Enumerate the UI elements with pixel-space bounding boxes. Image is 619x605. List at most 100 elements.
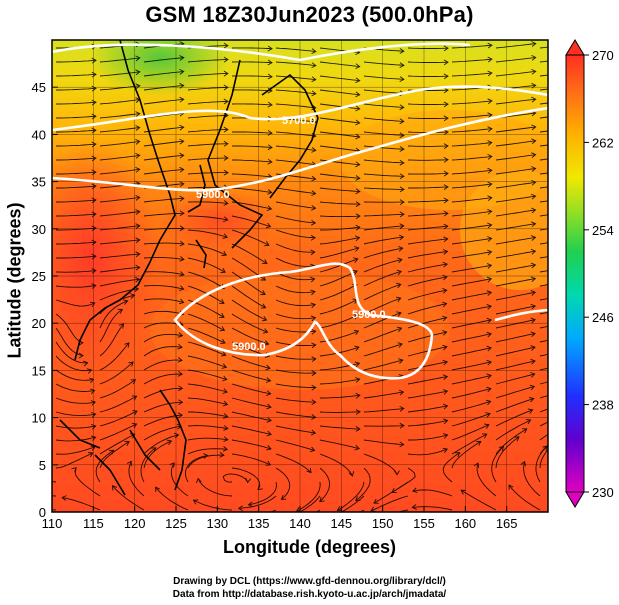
streamline-arrow bbox=[514, 436, 520, 442]
streamline bbox=[55, 369, 94, 381]
x-tick-label: 115 bbox=[83, 516, 104, 531]
streamline bbox=[143, 434, 179, 455]
streamline-arrow bbox=[443, 184, 449, 190]
streamline bbox=[232, 159, 272, 163]
streamline-arrow bbox=[267, 130, 273, 136]
streamline bbox=[363, 359, 403, 371]
streamline-arrow bbox=[487, 181, 493, 188]
streamline bbox=[275, 47, 316, 52]
streamline bbox=[407, 75, 449, 77]
streamline bbox=[407, 172, 449, 175]
streamline bbox=[99, 342, 130, 371]
streamline bbox=[143, 71, 184, 77]
streamline-arrow bbox=[530, 317, 536, 324]
streamline-arrow bbox=[223, 216, 229, 223]
streamline-arrow bbox=[442, 344, 448, 351]
streamline-arrow bbox=[17, 499, 22, 504]
streamline bbox=[99, 127, 140, 133]
streamline-arrow bbox=[310, 289, 316, 296]
streamline-arrow bbox=[399, 104, 405, 111]
streamline-arrow bbox=[399, 441, 405, 448]
streamline-arrow bbox=[222, 400, 229, 407]
streamline-arrow bbox=[354, 235, 361, 242]
streamline-arrow bbox=[267, 101, 273, 108]
streamline bbox=[451, 388, 492, 399]
streamline-arrow bbox=[531, 207, 537, 214]
streamline-arrow bbox=[311, 342, 317, 349]
streamline-arrow bbox=[265, 364, 271, 371]
streamline bbox=[407, 346, 447, 357]
streamline bbox=[451, 347, 492, 357]
streamline-arrow bbox=[221, 351, 227, 357]
streamline bbox=[99, 379, 136, 399]
streamline bbox=[222, 473, 249, 483]
streamline bbox=[143, 169, 184, 175]
streamline bbox=[363, 103, 404, 108]
streamline bbox=[319, 173, 360, 179]
streamline bbox=[407, 361, 448, 371]
streamline bbox=[319, 314, 358, 329]
streamline bbox=[56, 73, 97, 77]
streamline-arrow bbox=[179, 96, 185, 103]
streamline bbox=[319, 378, 360, 385]
streamline-arrow bbox=[177, 343, 183, 350]
y-tick-label: 25 bbox=[32, 269, 46, 284]
streamline bbox=[56, 59, 97, 63]
streamline-arrow bbox=[487, 236, 493, 242]
streamline bbox=[231, 47, 273, 50]
streamline bbox=[187, 100, 228, 105]
streamline bbox=[451, 237, 492, 245]
streamline bbox=[451, 291, 492, 301]
streamline bbox=[155, 486, 189, 511]
streamline bbox=[275, 61, 316, 67]
streamline bbox=[187, 86, 228, 91]
streamline bbox=[363, 407, 404, 413]
streamline bbox=[407, 263, 448, 273]
streamline bbox=[451, 278, 492, 287]
streamline bbox=[495, 126, 536, 133]
streamline-arrow bbox=[460, 489, 466, 495]
streamline-arrow bbox=[311, 414, 317, 420]
streamline bbox=[495, 278, 536, 287]
streamline-arrow bbox=[264, 241, 270, 247]
streamline bbox=[95, 449, 114, 483]
x-tick-label: 150 bbox=[372, 516, 394, 531]
streamline-arrow bbox=[178, 298, 185, 305]
streamline bbox=[319, 411, 361, 413]
streamline-arrow bbox=[260, 275, 267, 281]
streamline bbox=[275, 243, 315, 253]
streamline bbox=[275, 75, 316, 81]
streamline bbox=[55, 284, 96, 288]
streamline-arrow bbox=[220, 338, 226, 345]
streamline bbox=[363, 297, 401, 315]
streamline bbox=[539, 433, 548, 441]
streamline-arrow bbox=[487, 249, 493, 256]
streamline bbox=[319, 270, 358, 287]
streamline bbox=[495, 70, 536, 77]
streamline-arrow bbox=[508, 484, 514, 490]
streamline bbox=[231, 75, 273, 78]
streamline bbox=[495, 319, 536, 329]
streamline bbox=[56, 101, 97, 105]
streamline-arrow bbox=[267, 189, 273, 195]
streamline bbox=[407, 331, 447, 343]
streamline-arrow bbox=[179, 138, 185, 145]
streamline bbox=[232, 131, 273, 134]
streamline bbox=[407, 159, 449, 161]
streamline-arrow bbox=[355, 409, 361, 415]
streamline-arrow bbox=[267, 59, 273, 66]
streamline bbox=[275, 271, 315, 281]
streamline bbox=[363, 425, 405, 427]
streamline-arrow bbox=[396, 269, 403, 276]
streamline-arrow bbox=[399, 186, 405, 193]
streamline-arrow bbox=[399, 146, 405, 152]
streamline bbox=[231, 229, 270, 246]
streamline bbox=[319, 439, 360, 450]
streamline-arrow bbox=[135, 251, 141, 258]
streamline-arrow bbox=[310, 276, 316, 283]
streamline bbox=[187, 243, 227, 256]
streamline-arrow bbox=[319, 496, 325, 503]
streamline bbox=[451, 400, 491, 413]
streamline-arrow bbox=[245, 477, 252, 484]
streamline-arrow bbox=[19, 490, 24, 495]
